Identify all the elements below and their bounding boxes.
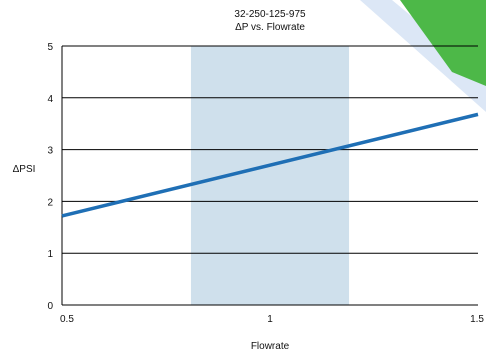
y-tick-label: 5: [47, 42, 53, 53]
tick-label-layer: 0 1 2 3 4 5 0.5 1 1.5: [47, 42, 484, 325]
swoosh-decoration: [360, 0, 486, 112]
background-decoration: [360, 0, 486, 112]
highlight-band-layer: [190, 46, 350, 305]
y-tick-label: 3: [47, 146, 53, 157]
y-tick-label: 2: [47, 197, 53, 208]
series-line-0: [61, 112, 479, 218]
y-tick-label: 4: [47, 94, 53, 105]
y-tick-label: 1: [47, 249, 53, 260]
y-axis-label: ΔPSI: [13, 164, 36, 175]
grid-layer: [62, 45, 478, 306]
y-tick-label: 0: [47, 301, 53, 312]
highlight-band: [190, 46, 350, 305]
x-tick-label: 1.5: [470, 314, 484, 325]
series-layer: [61, 112, 479, 218]
chart-title: 32-250-125-975: [234, 9, 306, 20]
corner-accent: [400, 0, 486, 86]
x-tick-label: 1: [267, 314, 273, 325]
x-tick-label: 0.5: [60, 314, 74, 325]
chart-subtitle: ΔP vs. Flowrate: [235, 22, 305, 33]
x-axis-label: Flowrate: [251, 341, 290, 352]
